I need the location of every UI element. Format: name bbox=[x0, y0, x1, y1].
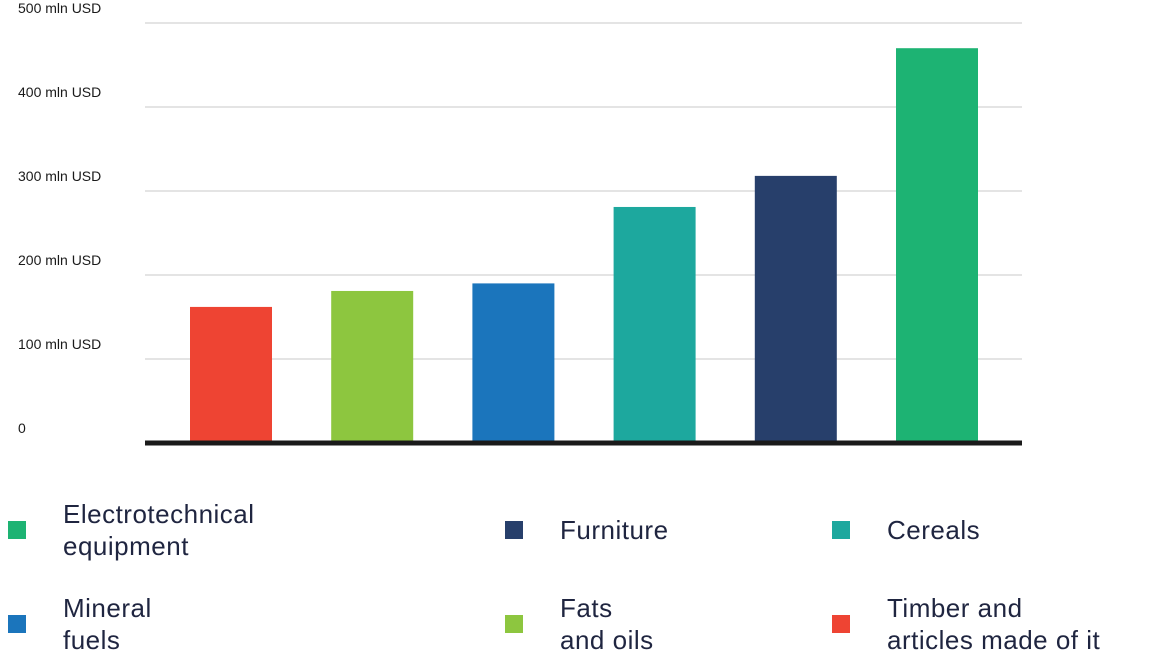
legend-label: Furniture bbox=[560, 515, 669, 545]
legend-swatch bbox=[832, 615, 850, 633]
legend-swatch bbox=[505, 615, 523, 633]
legend-label: Cereals bbox=[887, 515, 981, 545]
legend-swatch bbox=[505, 521, 523, 539]
bar bbox=[613, 206, 696, 443]
y-tick-label: 0 bbox=[18, 420, 26, 436]
legend-label: Mineral fuels bbox=[63, 593, 152, 655]
legend-item-cereals: Cereals bbox=[832, 514, 980, 546]
y-tick-label: 300 mln USD bbox=[18, 168, 101, 184]
bar bbox=[754, 175, 837, 443]
legend-item-fats-oils: Fats and oils bbox=[505, 592, 654, 656]
legend: Electrotechnical equipment Furniture Cer… bbox=[0, 492, 1155, 656]
legend-label: Electrotechnical equipment bbox=[63, 499, 255, 561]
legend-item-mineral-fuels: Mineral fuels bbox=[8, 592, 152, 656]
legend-swatch bbox=[832, 521, 850, 539]
y-tick-label: 500 mln USD bbox=[18, 0, 101, 16]
bar bbox=[472, 283, 555, 443]
legend-label: Fats and oils bbox=[560, 593, 654, 655]
bar bbox=[896, 48, 978, 443]
legend-item-electrotechnical: Electrotechnical equipment bbox=[8, 498, 255, 562]
legend-label: Timber and articles made of it bbox=[887, 593, 1101, 655]
legend-item-timber: Timber and articles made of it bbox=[832, 592, 1100, 656]
bar bbox=[190, 306, 272, 443]
y-tick-label: 100 mln USD bbox=[18, 336, 101, 352]
y-tick-label: 200 mln USD bbox=[18, 252, 101, 268]
legend-swatch bbox=[8, 521, 26, 539]
bar bbox=[331, 290, 414, 443]
y-tick-label: 400 mln USD bbox=[18, 84, 101, 100]
legend-swatch bbox=[8, 615, 26, 633]
bar-chart: 0 100 mln USD 200 mln USD 300 mln USD 400 ml… bbox=[18, 0, 1022, 446]
legend-item-furniture: Furniture bbox=[505, 514, 669, 546]
